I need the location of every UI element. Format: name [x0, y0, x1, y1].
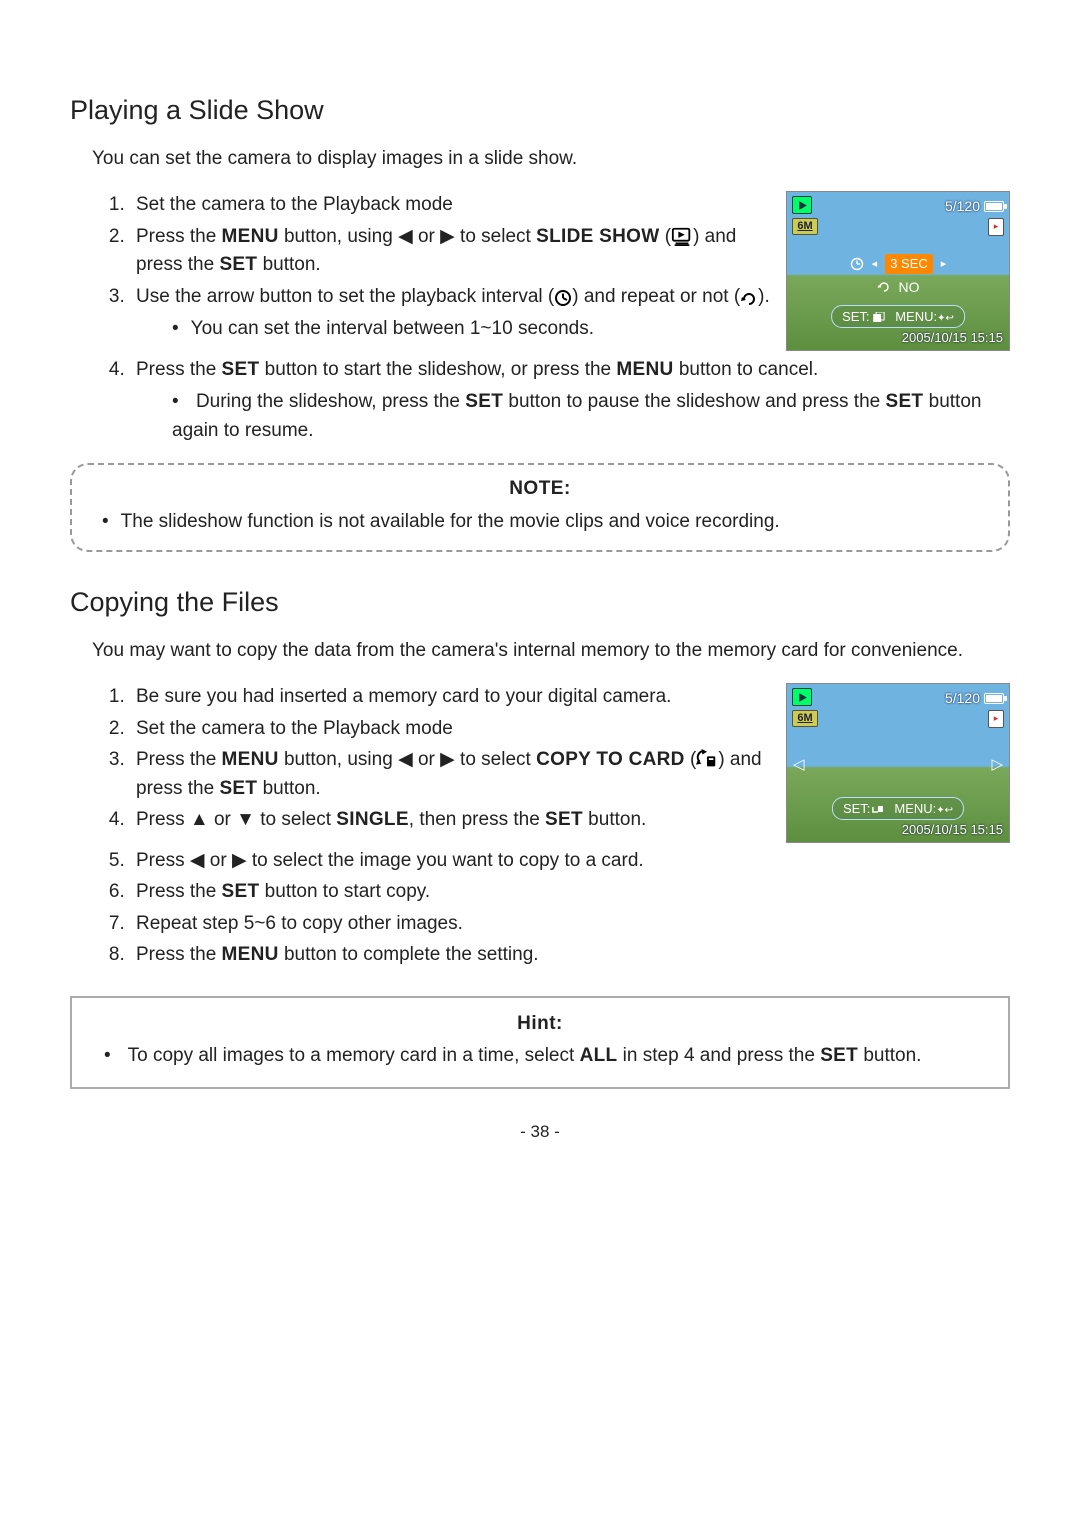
resolution-badge-2: 6M: [792, 710, 818, 727]
right-triangle-icon-2: ▶: [440, 749, 455, 770]
repeat-value: NO: [899, 277, 920, 298]
lcd2-datetime: 2005/10/15 15:15: [902, 820, 1003, 840]
heading-slideshow: Playing a Slide Show: [70, 90, 1010, 131]
note-title: NOTE:: [90, 475, 990, 504]
copy-steps-cont: Press ◀ or ▶ to select the image you wan…: [100, 847, 1010, 970]
step-3: Use the arrow button to set the playback…: [130, 283, 770, 344]
left-triangle-icon-3: ◀: [190, 850, 205, 871]
right-triangle-icon: ▶: [440, 226, 455, 247]
slideshow-icon: [671, 226, 693, 246]
copy-step-7: Repeat step 5~6 to copy other images.: [130, 910, 1010, 939]
step-1: Set the camera to the Playback mode: [130, 191, 770, 220]
intro-slideshow: You can set the camera to display images…: [92, 145, 1010, 174]
playback-mode-icon-2: [792, 688, 812, 706]
copy-step-3: Press the MENU button, using ◀ or ▶ to s…: [130, 746, 770, 803]
hint-item: To copy all images to a memory card in a…: [104, 1042, 988, 1071]
step-3-sub: You can set the interval between 1~10 se…: [166, 315, 770, 344]
right-arrow-small: ▸: [941, 256, 947, 273]
lcd2-right-arrow: ▷: [991, 754, 1003, 777]
lcd2-count: 5/120: [945, 688, 980, 709]
down-triangle-icon: ▼: [236, 809, 255, 830]
lcd1-bottom-pill: SET: MENU:✦↩: [831, 305, 965, 329]
battery-icon-2: [984, 693, 1004, 704]
copy-step-5: Press ◀ or ▶ to select the image you wan…: [130, 847, 1010, 876]
left-triangle-icon-2: ◀: [398, 749, 413, 770]
copy-steps: Be sure you had inserted a memory card t…: [100, 683, 770, 835]
resolution-badge: 6M: [792, 218, 818, 235]
slideshow-steps: Set the camera to the Playback mode Pres…: [100, 191, 770, 344]
section2-body: 5/120 6M ▸ ◁ ▷ SET: MENU:✦↩ 2005/10/15 1…: [70, 683, 1010, 970]
copy-step-6: Press the SET button to start copy.: [130, 878, 1010, 907]
step-4-sub: During the slideshow, press the SET butt…: [166, 388, 1010, 445]
lcd2-left-arrow: ◁: [793, 754, 805, 777]
clock-inline-icon: [554, 289, 572, 305]
lcd-screenshot-slideshow: 5/120 6M ▸ ◂ 3 SEC ▸ NO SET:: [786, 191, 1010, 351]
card-icon-2: ▸: [988, 710, 1004, 728]
left-triangle-icon: ◀: [398, 226, 413, 247]
page-number: - 38 -: [70, 1119, 1010, 1145]
repeat-inline-icon: [740, 289, 758, 305]
step-2: Press the MENU button, using ◀ or ▶ to s…: [130, 223, 770, 280]
section1-body: 5/120 6M ▸ ◂ 3 SEC ▸ NO SET:: [70, 191, 1010, 445]
step-4: Press the SET button to start the slides…: [130, 356, 1010, 446]
lcd1-datetime: 2005/10/15 15:15: [902, 328, 1003, 348]
note-item: The slideshow function is not available …: [102, 508, 990, 537]
heading-copy: Copying the Files: [70, 582, 1010, 623]
clock-icon: [850, 257, 864, 271]
copy-step-1: Be sure you had inserted a memory card t…: [130, 683, 770, 712]
interval-value: 3 SEC: [885, 254, 933, 274]
lcd2-bottom-pill: SET: MENU:✦↩: [832, 797, 964, 821]
repeat-icon: [877, 280, 891, 294]
copy-step-8: Press the MENU button to complete the se…: [130, 941, 1010, 970]
hint-box: Hint: To copy all images to a memory car…: [70, 996, 1010, 1089]
hint-title: Hint:: [92, 1010, 988, 1039]
card-icon: ▸: [988, 218, 1004, 236]
copy-step-4: Press ▲ or ▼ to select SINGLE, then pres…: [130, 806, 770, 835]
playback-mode-icon: [792, 196, 812, 214]
copy-step-2: Set the camera to the Playback mode: [130, 715, 770, 744]
right-triangle-icon-3: ▶: [232, 850, 247, 871]
slideshow-steps-cont: Press the SET button to start the slides…: [100, 356, 1010, 446]
intro-copy: You may want to copy the data from the c…: [92, 637, 1010, 666]
up-triangle-icon: ▲: [190, 809, 209, 830]
left-arrow-small: ◂: [872, 256, 878, 273]
note-box: NOTE: The slideshow function is not avai…: [70, 463, 1010, 552]
copy-to-card-icon: [696, 749, 718, 769]
lcd1-count: 5/120: [945, 196, 980, 217]
battery-icon: [984, 201, 1004, 212]
lcd-screenshot-copy: 5/120 6M ▸ ◁ ▷ SET: MENU:✦↩ 2005/10/15 1…: [786, 683, 1010, 843]
